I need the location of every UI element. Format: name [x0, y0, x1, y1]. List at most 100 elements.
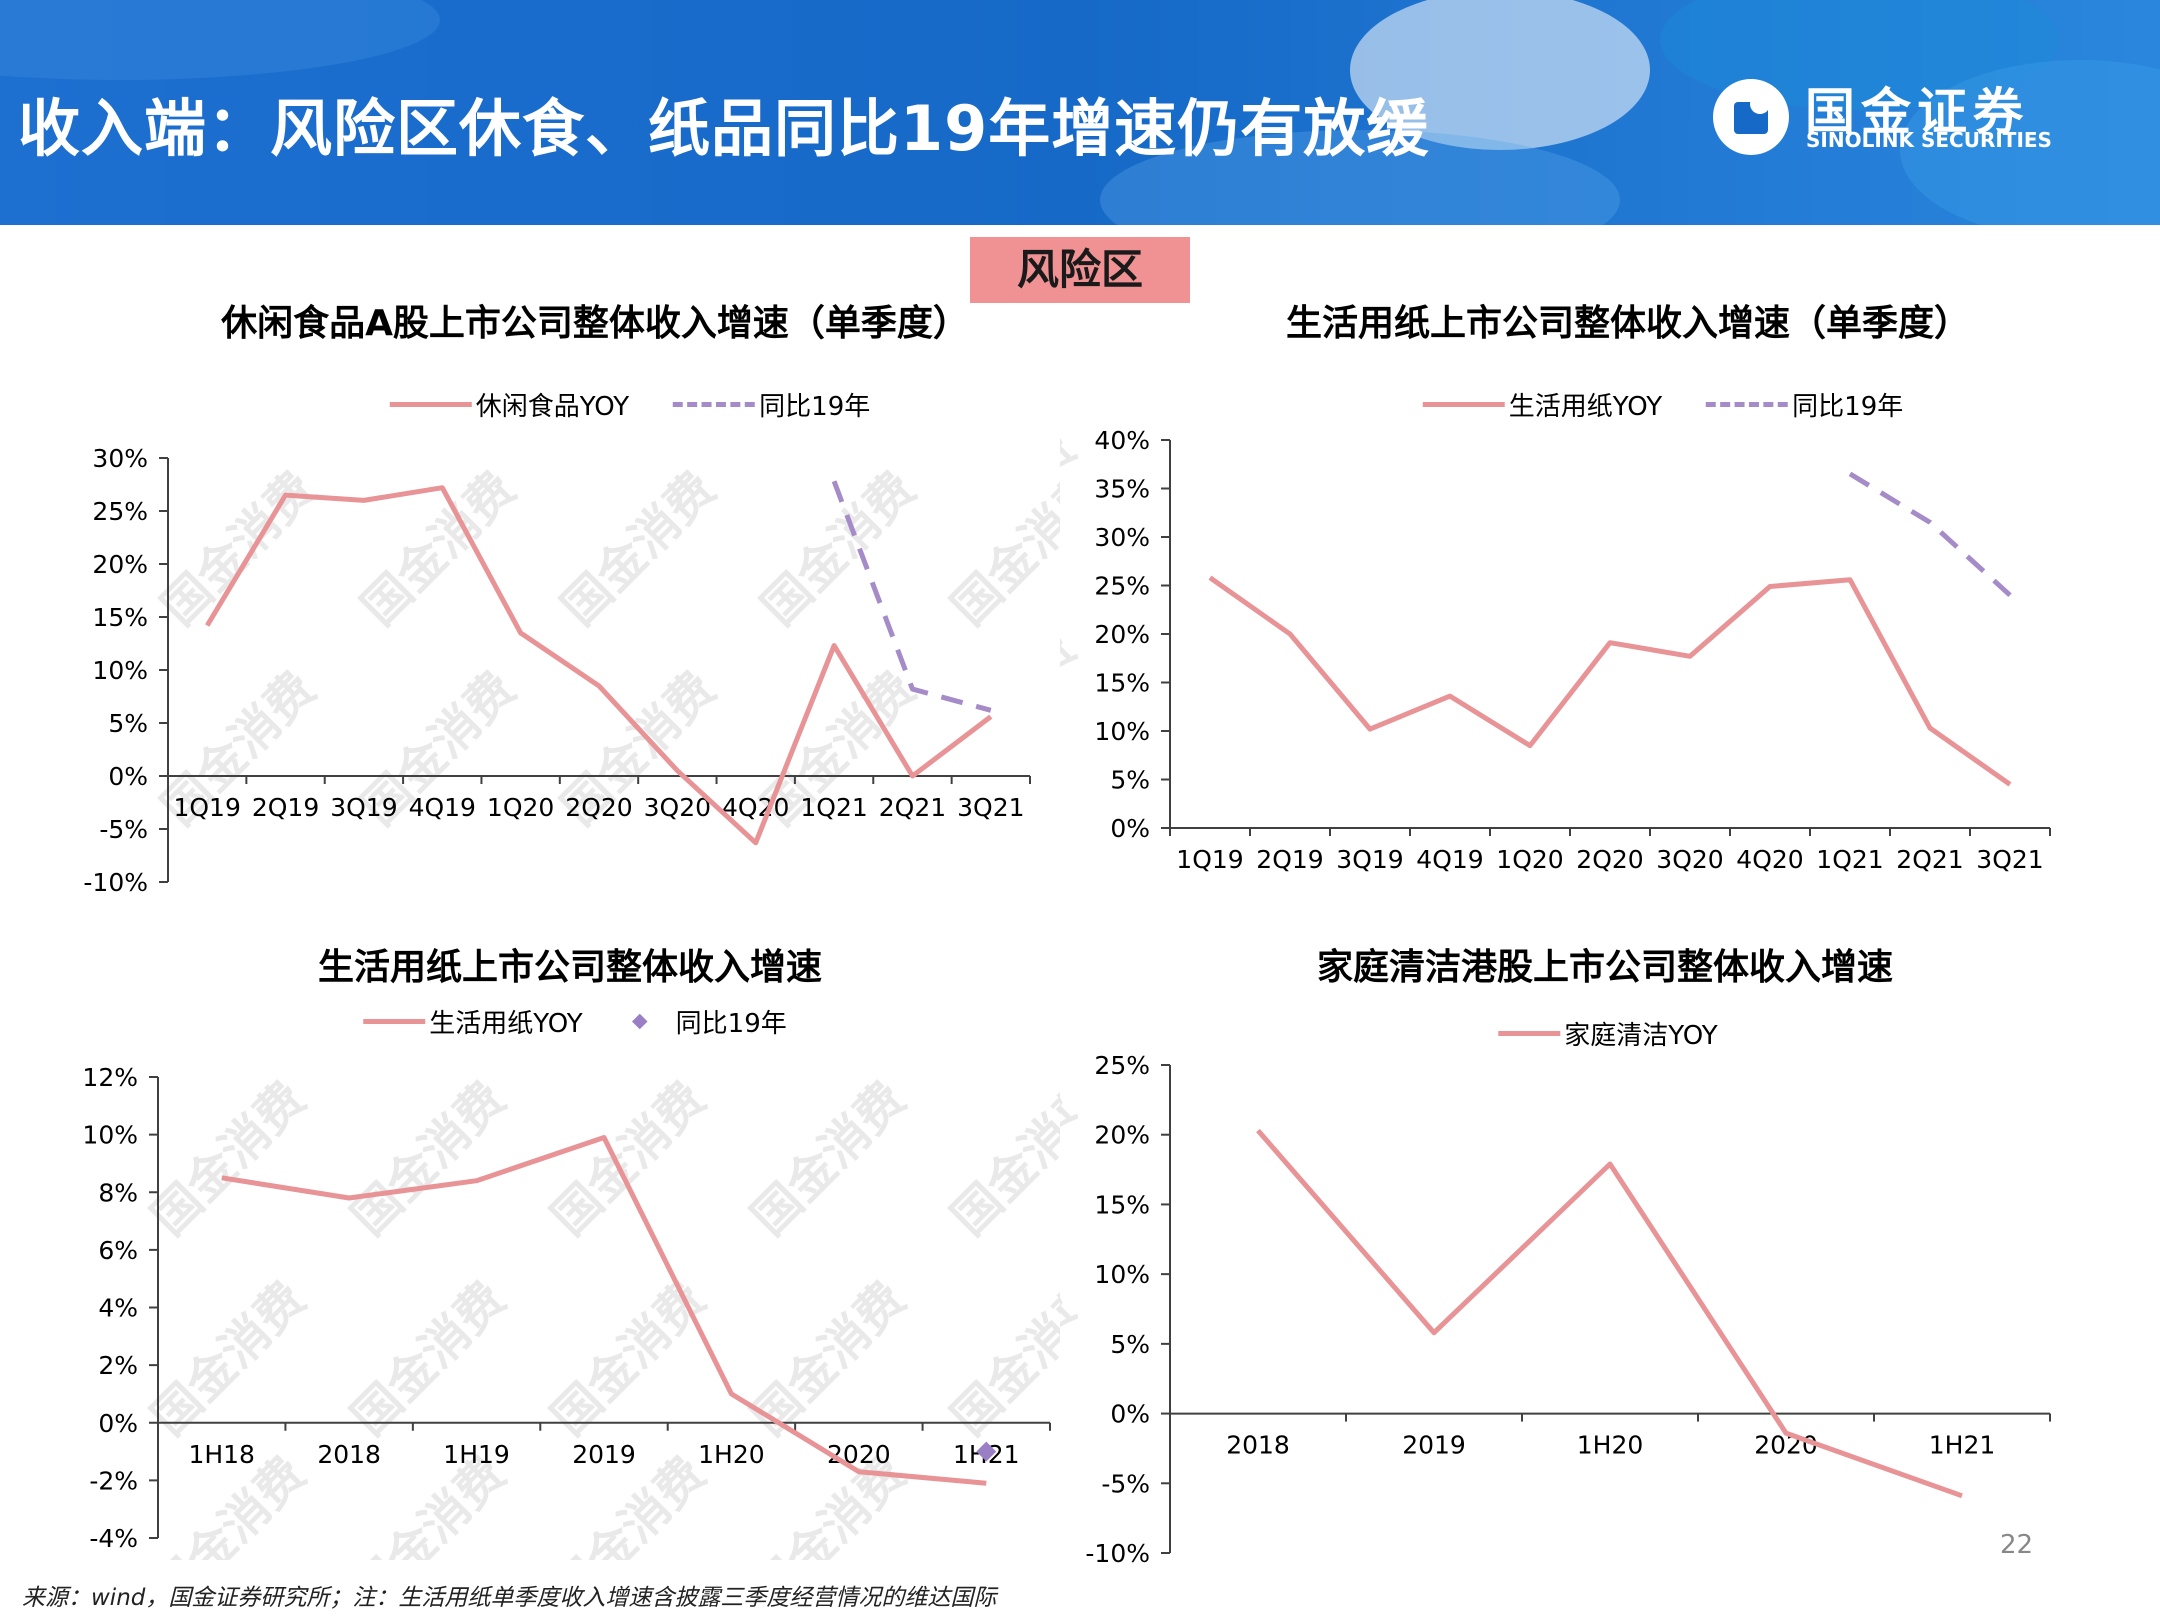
watermark-text: 国金消费	[1060, 1081, 1086, 1256]
watermark-text: 国金消费	[941, 461, 1060, 636]
data-point-marker	[976, 1441, 997, 1462]
watermark-text: 国金消费	[741, 1071, 916, 1246]
y-tick-label: -5%	[1101, 1469, 1150, 1498]
watermark-text: 国金消费	[1060, 1281, 1086, 1456]
y-tick-label: 0%	[1110, 814, 1150, 843]
series-line-vs19	[1848, 471, 2012, 598]
legend-diamond-marker-icon	[632, 1013, 648, 1030]
y-tick-label: 25%	[1094, 572, 1150, 601]
chart2-legend-item-yoy: 生活用纸YOY	[1422, 386, 1663, 423]
y-tick-label: 0%	[108, 762, 148, 791]
series-line-yoy	[221, 1135, 987, 1486]
series-line-yoy	[205, 485, 993, 846]
y-tick-label: 0%	[98, 1409, 138, 1438]
legend-solid-line-icon	[363, 1019, 426, 1024]
watermark-text: 国金消费	[741, 1271, 916, 1446]
chart1-legend-item-vs19: 同比19年	[673, 386, 870, 423]
y-tick-label: 10%	[1094, 1260, 1150, 1289]
watermark-text: 国金消费	[541, 1271, 716, 1446]
x-tick-label: 2Q20	[1576, 845, 1643, 874]
legend-solid-line-icon	[1422, 402, 1505, 407]
x-tick-label: 2Q21	[1896, 845, 1963, 874]
slide-title: 收入端：风险区休食、纸品同比19年增速仍有放缓	[18, 92, 1430, 165]
y-tick-label: -10%	[1085, 1539, 1150, 1568]
y-tick-label: 20%	[1094, 1121, 1150, 1150]
logo-text-cn: 国金证券	[1805, 83, 2029, 141]
x-tick-label: 1Q21	[1816, 845, 1883, 874]
x-tick-label: 4Q20	[1736, 845, 1803, 874]
watermark-text: 国金消费	[941, 1071, 1060, 1246]
watermark-text: 国金消费	[141, 1271, 316, 1446]
legend-label: 同比19年	[1792, 392, 1904, 422]
series-line-vs19	[831, 480, 992, 713]
x-tick-label: 2019	[572, 1440, 636, 1469]
x-tick-label: 2018	[317, 1440, 381, 1469]
y-tick-label: 4%	[98, 1294, 138, 1323]
x-tick-label: 2018	[1226, 1431, 1290, 1460]
x-tick-label: 2Q19	[252, 793, 319, 822]
chart2-legend-item-vs19: 同比19年	[1706, 386, 1903, 423]
legend-label: 生活用纸YOY	[429, 1009, 583, 1039]
watermark-text: 国金消费	[141, 1071, 316, 1246]
y-tick-label: 25%	[92, 497, 148, 526]
watermark-text: 国金消费	[541, 1071, 716, 1246]
watermark-text: 国金消费	[341, 1071, 516, 1246]
y-tick-label: 10%	[82, 1121, 138, 1150]
risk-zone-badge: 风险区	[970, 237, 1190, 303]
watermark-text: 国金消费	[941, 1271, 1060, 1446]
series-line-yoy	[1256, 1128, 1963, 1499]
chart4-plot: 国金消费国金消费国金消费国金消费国金消费国金消费国金消费国金消费国金消费国金消费…	[1060, 1051, 2051, 1568]
chart4-legend: 家庭清洁YOY	[1476, 1015, 1739, 1052]
x-tick-label: 4Q19	[409, 793, 476, 822]
chart2-title: 生活用纸上市公司整体收入增速（单季度）	[1285, 303, 1971, 344]
chart2-plot: 国金消费国金消费国金消费国金消费国金消费国金消费国金消费国金消费国金消费国金消费…	[1060, 421, 2051, 874]
x-tick-label: 3Q19	[1336, 845, 1403, 874]
y-tick-label: -5%	[99, 815, 148, 844]
y-tick-label: 8%	[98, 1178, 138, 1207]
legend-solid-line-icon	[1498, 1031, 1561, 1036]
watermark-text: 国金消费	[151, 461, 326, 636]
y-tick-label: 2%	[98, 1351, 138, 1380]
x-tick-label: 1H21	[1929, 1431, 1996, 1460]
watermark-text: 国金消费	[341, 1271, 516, 1446]
header-background	[0, 0, 2160, 225]
x-tick-label: 4Q19	[1416, 845, 1483, 874]
chart4-title: 家庭清洁港股上市公司整体收入增速	[1316, 947, 1894, 988]
source-footnote: 来源：wind，国金证券研究所；注：生活用纸单季度收入增速含披露三季度经营情况的…	[22, 1585, 997, 1611]
y-tick-label: -4%	[89, 1524, 138, 1553]
sinolink-logo-icon	[1713, 79, 1789, 155]
y-tick-label: 10%	[1094, 717, 1150, 746]
y-tick-label: 5%	[108, 709, 148, 738]
x-tick-label: 1Q20	[487, 793, 554, 822]
legend-label: 同比19年	[675, 1009, 787, 1039]
x-tick-label: 1H19	[443, 1440, 510, 1469]
legend-label: 家庭清洁YOY	[1564, 1021, 1718, 1051]
watermark-text: 国金消费	[551, 461, 726, 636]
slide-header: 收入端：风险区休食、纸品同比19年增速仍有放缓 国金证券 SINOLINK SE…	[0, 0, 2160, 225]
chart1-legend: 休闲食品YOY 同比19年	[368, 386, 892, 423]
chart3-legend: 生活用纸YOY 同比19年	[341, 1003, 808, 1040]
y-tick-label: 40%	[1094, 426, 1150, 455]
legend-label: 生活用纸YOY	[1508, 392, 1663, 422]
x-tick-label: 2Q20	[565, 793, 632, 822]
y-tick-label: -10%	[83, 868, 148, 897]
chart3-legend-item-vs19: 同比19年	[627, 1003, 787, 1040]
x-tick-label: 1Q19	[173, 793, 240, 822]
x-tick-label: 1Q21	[800, 793, 867, 822]
y-tick-label: 0%	[1110, 1400, 1150, 1429]
chart1-title: 休闲食品A股上市公司整体收入增速（单季度）	[221, 303, 969, 344]
y-tick-label: 15%	[1094, 1190, 1150, 1219]
x-tick-label: 2019	[1402, 1431, 1466, 1460]
chart3-legend-item-yoy: 生活用纸YOY	[363, 1003, 583, 1040]
y-tick-label: 30%	[1094, 523, 1150, 552]
x-tick-label: 3Q20	[1656, 845, 1723, 874]
x-tick-label: 2Q19	[1256, 845, 1323, 874]
x-tick-label: 3Q21	[957, 793, 1024, 822]
logo-text-en: SINOLINK SECURITIES	[1806, 128, 2052, 152]
x-tick-label: 3Q21	[1976, 845, 2043, 874]
y-tick-label: 35%	[1094, 475, 1150, 504]
y-tick-label: 5%	[1110, 766, 1150, 795]
y-tick-label: 30%	[92, 444, 148, 473]
y-tick-label: 15%	[1094, 669, 1150, 698]
